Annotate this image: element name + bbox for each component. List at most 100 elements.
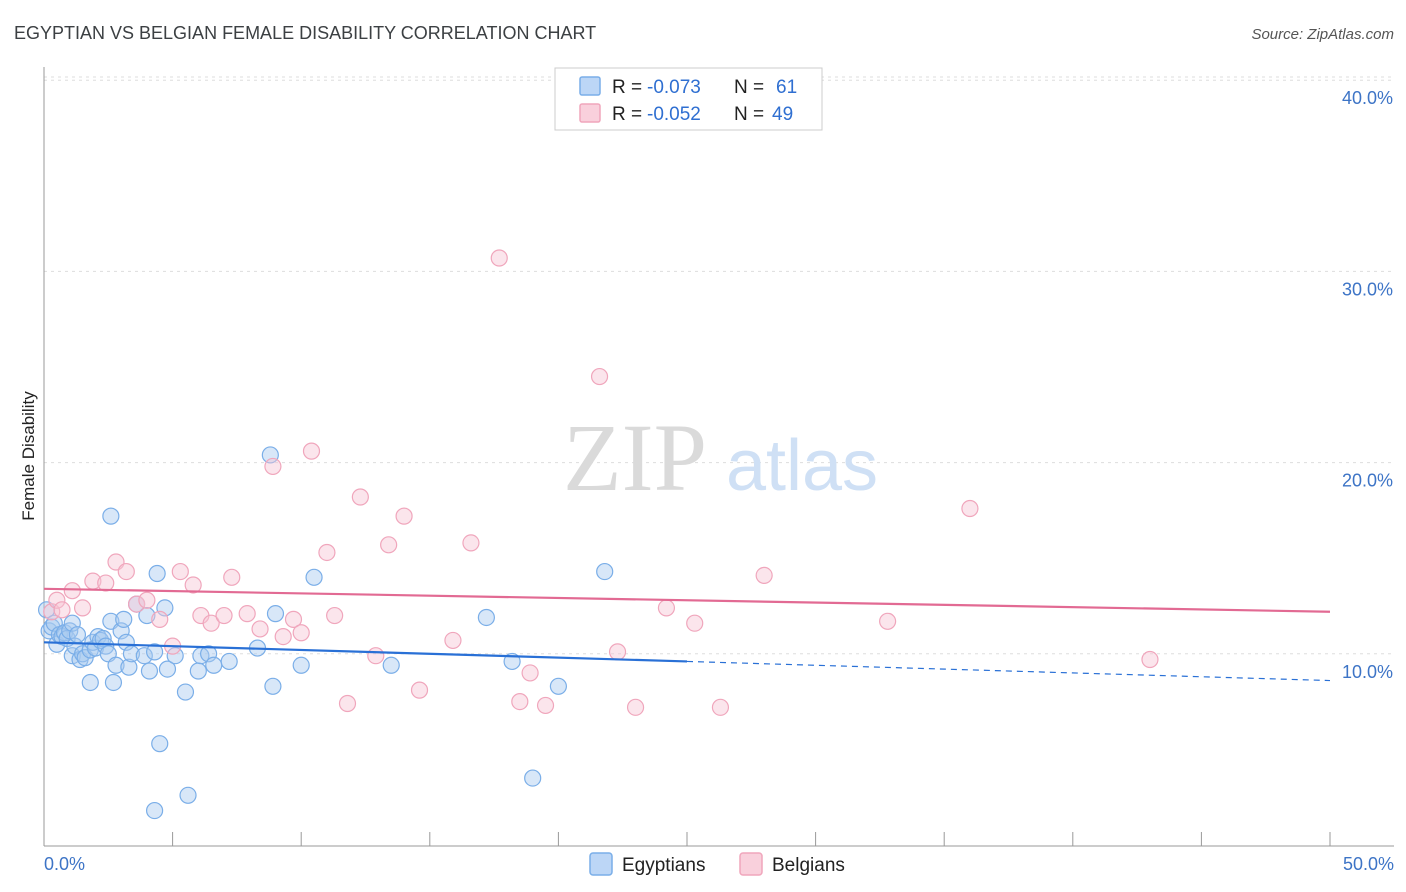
- belgians-point-35: [462, 534, 480, 552]
- belgians-point-28: [338, 694, 357, 713]
- trend-line-egyptians: [43, 641, 688, 663]
- egyptians-point-43: [158, 660, 177, 678]
- egyptians-point-39: [145, 643, 164, 661]
- x-ticks: [43, 832, 1331, 846]
- belgians-point-40: [590, 367, 609, 386]
- belgians-point-6: [97, 574, 115, 592]
- legend: R = -0.073 N = 61 R = -0.052 N = 49: [554, 67, 823, 131]
- egyptians-point-59: [477, 608, 495, 627]
- watermark: ZIP atlas: [563, 404, 878, 511]
- egyptians-point-10: [63, 647, 81, 665]
- trend-line-belgians: [43, 587, 1331, 613]
- egyptians-point-61: [524, 769, 542, 787]
- belgians-point-11: [151, 610, 169, 628]
- belgians-point-30: [367, 647, 385, 665]
- belgians-point-9: [127, 595, 146, 613]
- chart-title: EGYPTIAN VS BELGIAN FEMALE DISABILITY CO…: [14, 23, 596, 43]
- belgians-point-27: [326, 606, 344, 625]
- watermark-atlas: atlas: [726, 426, 878, 506]
- belgians-point-29: [351, 488, 369, 506]
- belgians-point-42: [626, 698, 645, 716]
- belgians-point-26: [318, 543, 336, 562]
- egyptians-point-31: [115, 610, 133, 628]
- egyptians-point-55: [266, 605, 285, 623]
- egyptians-point-44: [166, 647, 184, 665]
- belgians-point-44: [686, 614, 704, 632]
- egyptians-point-46: [179, 786, 197, 804]
- belgians-point-18: [223, 568, 241, 586]
- legend-n-label-egyptians: N =: [734, 77, 764, 98]
- belgians-point-14: [184, 576, 202, 594]
- x-tick-label-min: 0.0%: [44, 854, 85, 874]
- y-tick-label-20: 20.0%: [1342, 471, 1393, 491]
- belgians-point-47: [879, 612, 897, 630]
- belgians-point-32: [395, 507, 413, 525]
- belgians-point-48: [961, 499, 979, 518]
- belgians-point-33: [410, 681, 429, 699]
- egyptians-point-58: [382, 656, 400, 674]
- belgians-point-37: [511, 692, 529, 711]
- egyptians-point-19: [81, 673, 99, 692]
- bottom-legend-belgians: Belgians: [772, 855, 845, 876]
- egyptians-point-62: [549, 677, 568, 695]
- belgians-point-1: [48, 591, 66, 609]
- watermark-zip: ZIP: [563, 404, 707, 511]
- egyptians-point-51: [220, 652, 238, 671]
- egyptians-point-57: [305, 568, 323, 586]
- egyptians-point-33: [120, 658, 138, 676]
- belgians-point-17: [215, 606, 233, 625]
- belgians-point-3: [63, 582, 81, 600]
- belgians-point-20: [251, 620, 269, 638]
- belgians-point-46: [755, 566, 773, 585]
- belgians-point-36: [490, 249, 508, 267]
- belgians-point-23: [284, 610, 303, 628]
- legend-r-value-egyptians: -0.073: [647, 77, 701, 98]
- y-tick-label-30: 30.0%: [1342, 279, 1393, 299]
- trend-lines: [43, 587, 1331, 682]
- chart-source: Source: ZipAtlas.com: [1251, 26, 1394, 43]
- belgians-point-34: [444, 631, 462, 650]
- egyptians-point-45: [176, 683, 195, 701]
- y-tick-labels: 10.0% 20.0% 30.0% 40.0%: [1342, 88, 1393, 682]
- belgians-point-38: [521, 664, 539, 682]
- belgians-point-4: [73, 599, 92, 617]
- egyptians-point-41: [151, 735, 169, 753]
- egyptians-point-50: [205, 656, 223, 674]
- trend-line-egyptians-extension: [686, 660, 1331, 682]
- bottom-legend: Egyptians Belgians: [589, 852, 845, 876]
- bottom-legend-swatch-belgians: [739, 852, 763, 876]
- egyptians-point-29: [107, 656, 125, 674]
- egyptians-point-40: [148, 564, 166, 583]
- belgians-point-22: [274, 627, 292, 646]
- belgians-point-24: [292, 624, 310, 642]
- series-egyptians: [37, 446, 614, 820]
- belgians-point-49: [1141, 650, 1159, 669]
- belgians-point-8: [117, 562, 135, 581]
- egyptians-point-36: [135, 647, 153, 665]
- legend-swatch-belgians: [579, 103, 601, 123]
- legend-swatch-egyptians: [579, 76, 601, 96]
- belgians-point-25: [302, 442, 321, 460]
- legend-n-value-belgians: 49: [772, 104, 793, 125]
- legend-n-value-egyptians: 61: [776, 77, 797, 98]
- y-tick-label-40: 40.0%: [1342, 88, 1393, 108]
- belgians-point-19: [238, 605, 256, 623]
- egyptians-point-28: [104, 673, 123, 692]
- series-belgians: [43, 249, 1159, 716]
- egyptians-point-47: [189, 662, 207, 680]
- egyptians-point-13: [68, 626, 87, 644]
- grid-lines: [44, 76, 1394, 655]
- belgians-point-10: [138, 591, 156, 609]
- belgians-point-13: [171, 562, 189, 581]
- y-axis-label: Female Disability: [19, 391, 38, 521]
- legend-r-value-belgians: -0.052: [647, 104, 701, 125]
- egyptians-point-26: [102, 507, 120, 525]
- egyptians-point-63: [596, 562, 614, 581]
- belgians-point-39: [536, 696, 555, 715]
- egyptians-point-37: [138, 606, 156, 625]
- belgians-point-41: [608, 643, 627, 661]
- belgians-point-43: [657, 599, 676, 617]
- belgians-point-31: [380, 536, 398, 554]
- y-tick-label-10: 10.0%: [1342, 662, 1393, 682]
